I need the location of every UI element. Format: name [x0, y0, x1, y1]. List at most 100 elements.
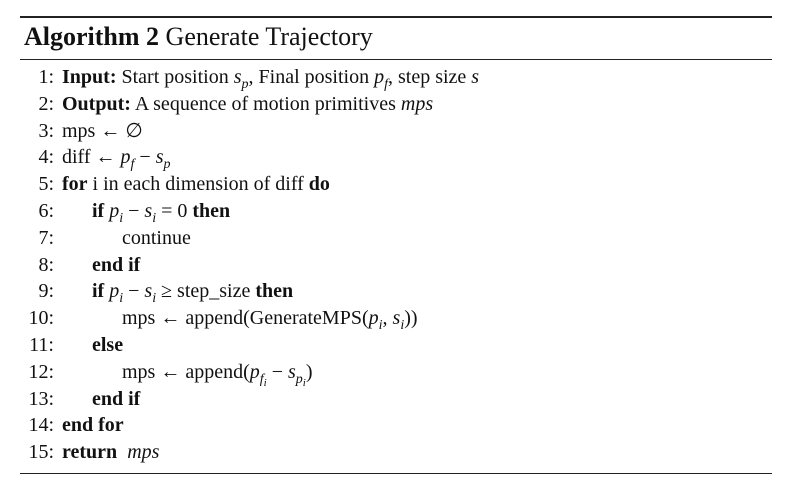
line-number: 1:: [38, 66, 54, 88]
for-keyword: for: [62, 173, 88, 196]
line-body: end for: [62, 412, 124, 439]
math-var: p: [109, 280, 120, 303]
line-text: mps ← ∅: [62, 119, 143, 142]
algorithm-caption: Algorithm 2 Generate Trajectory: [20, 18, 772, 56]
math-var: p: [249, 360, 260, 383]
line-body: Output: A sequence of motion primitives …: [62, 91, 433, 118]
math-operator: −: [271, 360, 283, 383]
math-subscript: f: [384, 77, 388, 92]
math-subscript: i: [119, 210, 124, 226]
line-number: 5:: [38, 173, 54, 196]
math-var: mps: [127, 441, 160, 464]
line-body: mps ← ∅: [62, 118, 143, 145]
math-separator: ,: [382, 307, 388, 330]
line-number: 2:: [38, 92, 54, 115]
line-body: diff ← pf − sp: [62, 144, 171, 173]
line-number: 8:: [38, 253, 54, 276]
algorithm-line: 1: Input: Start position sp, Final posit…: [20, 64, 772, 92]
line-body: mps ← append(GenerateMPS(pi, si)): [122, 305, 418, 334]
math-var: s: [233, 66, 242, 88]
math-subscript: i: [152, 291, 157, 307]
end-for-keyword: end for: [62, 414, 124, 437]
line-body: Input: Start position sp, Final position…: [62, 64, 479, 92]
top-rule: [20, 16, 772, 18]
line-body: mps ← append(pfi − spi): [122, 359, 313, 389]
line-text: Start position: [121, 66, 229, 88]
math-var: s: [288, 360, 296, 383]
math-subscript-p: p: [295, 371, 303, 387]
line-body: for i in each dimension of diff do: [62, 171, 330, 198]
do-keyword: do: [308, 173, 330, 196]
output-keyword: Output:: [62, 92, 131, 115]
line-text: , Final position: [248, 66, 370, 88]
math-sub-subscript: i: [302, 376, 306, 389]
algorithm-line: 7: continue: [20, 225, 772, 252]
math-var: s: [155, 146, 164, 169]
line-number: 6:: [38, 199, 54, 222]
algorithm-block: Algorithm 2 Generate Trajectory 1: Input…: [20, 16, 772, 474]
algorithm-line: 3: mps ← ∅: [20, 118, 772, 145]
algorithm-label: Algorithm 2: [24, 22, 160, 51]
line-number: 10:: [28, 307, 54, 330]
math-var: p: [374, 66, 385, 88]
math-var: p: [109, 199, 120, 222]
math-subscript: fi: [259, 371, 267, 388]
algorithm-line: 5: for i in each dimension of diff do: [20, 171, 772, 198]
line-number: 3:: [38, 119, 54, 142]
line-text: ): [305, 360, 313, 383]
math-var: s: [144, 280, 153, 303]
line-text: continue: [122, 226, 191, 249]
line-body: if pi − si = 0 then: [92, 198, 231, 226]
math-subscript: i: [119, 291, 124, 307]
algorithm-line: 9: if pi − si ≥ step_size then: [20, 278, 772, 307]
algorithm-line: 12: mps ← append(pfi − spi): [20, 359, 772, 389]
line-text: , step size: [387, 66, 467, 88]
then-keyword: then: [192, 199, 231, 222]
if-keyword: if: [92, 199, 105, 222]
bottom-rule: [20, 472, 772, 474]
math-var: p: [120, 146, 131, 169]
else-keyword: else: [92, 333, 124, 356]
line-text: mps ← append(: [122, 360, 250, 383]
input-keyword: Input:: [62, 66, 117, 88]
algorithm-line: 13: end if: [20, 386, 772, 413]
caption-rule: [20, 59, 772, 60]
math-subscript: i: [152, 210, 157, 226]
algorithm-line: 15: return mps: [20, 439, 772, 466]
math-subscript: pi: [295, 371, 306, 389]
line-body: return mps: [62, 439, 159, 466]
line-number: 15:: [28, 441, 54, 464]
math-subscript: i: [400, 318, 405, 334]
then-keyword: then: [255, 280, 294, 303]
line-number: 12:: [28, 360, 54, 383]
algorithm-line: 6: if pi − si = 0 then: [20, 198, 772, 226]
math-subscript: p: [241, 77, 249, 92]
math-expression: = 0: [161, 199, 188, 222]
algorithm-line: 8: end if: [20, 252, 772, 279]
math-operator: −: [139, 146, 151, 169]
algorithm-line: 2: Output: A sequence of motion primitiv…: [20, 91, 772, 118]
math-expression: ≥ step_size: [161, 280, 251, 303]
line-body: end if: [92, 386, 140, 413]
math-operator: −: [128, 280, 140, 303]
line-text: i in each dimension of diff: [92, 173, 304, 196]
math-subscript-f: f: [259, 371, 264, 387]
end-if-keyword: end if: [92, 253, 141, 276]
algorithm-line: 14: end for: [20, 412, 772, 439]
math-var: mps: [400, 92, 434, 115]
return-keyword: return: [62, 441, 118, 464]
math-subscript: i: [378, 318, 383, 334]
line-number: 11:: [29, 333, 54, 356]
algorithm-line: 11: else: [20, 332, 772, 359]
math-subscript: p: [163, 157, 171, 173]
line-body: end if: [92, 252, 140, 279]
line-body: continue: [122, 225, 191, 252]
algorithm-title: Generate Trajectory: [165, 22, 373, 51]
algorithm-line: 10: mps ← append(GenerateMPS(pi, si)): [20, 305, 772, 334]
line-number: 4:: [38, 146, 54, 169]
line-text: mps ← append(GenerateMPS(: [122, 307, 369, 330]
line-body: else: [92, 332, 123, 359]
line-number: 14:: [28, 414, 54, 437]
line-text: diff ←: [62, 146, 116, 169]
algorithm-line: 4: diff ← pf − sp: [20, 144, 772, 173]
